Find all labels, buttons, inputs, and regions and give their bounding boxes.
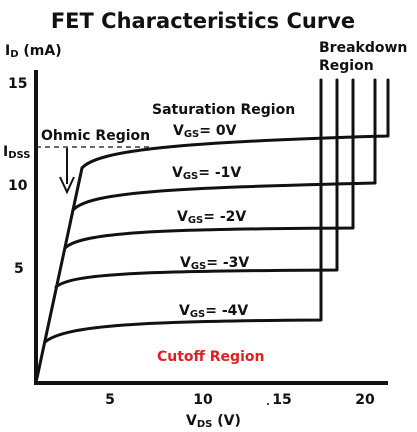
- drain-curve-vgs-3: [54, 78, 339, 289]
- idss-label-sub: DSS: [8, 150, 30, 161]
- y-axis-label-unit: (mA): [19, 43, 62, 59]
- breakdown-region-label-line2: Region: [319, 58, 374, 74]
- curve-label-vgs-4: VGS= -4V: [179, 303, 248, 320]
- ohmic-boundary-line: [35, 166, 84, 380]
- saturation-region-label: Saturation Region: [152, 102, 295, 118]
- idss-label: IDSS: [3, 144, 30, 161]
- y-axis-label-sub: D: [10, 49, 18, 60]
- y-axis-label-main: I: [5, 43, 10, 59]
- breakdown-region-label-line1: Breakdown: [319, 40, 407, 56]
- stray-dot: [267, 403, 269, 405]
- ohmic-arrow-head: [59, 176, 75, 195]
- drain-curve-vgs-1: [71, 78, 377, 212]
- x-axis-label: VDS (V): [186, 413, 241, 430]
- x-tick-10: 10: [193, 392, 213, 408]
- drain-curve-vgs-0: [80, 78, 390, 170]
- axes: [34, 70, 388, 385]
- curve-label-vgs-1: VGS= -1V: [172, 165, 241, 182]
- drain-curve-vgs-4: [43, 78, 323, 344]
- diagram-title: FET Characteristics Curve: [51, 9, 355, 33]
- curve-label-vgs-2: VGS= -2V: [177, 209, 246, 226]
- x-axis-label-unit: (V): [212, 413, 241, 429]
- x-axis-label-main: V: [186, 413, 197, 429]
- y-tick-15: 15: [8, 76, 27, 92]
- curve-label-vgs-3: VGS= -3V: [180, 255, 249, 272]
- cutoff-region-label: Cutoff Region: [157, 349, 264, 365]
- y-axis-label: ID (mA): [5, 43, 62, 60]
- idss-label-main: I: [3, 144, 8, 160]
- x-tick-5: 5: [105, 392, 115, 408]
- y-tick-10: 10: [8, 178, 28, 194]
- ohmic-region-label: Ohmic Region: [41, 128, 150, 144]
- x-tick-15: 15: [272, 392, 291, 408]
- y-tick-5: 5: [14, 261, 24, 277]
- x-axis-label-sub: DS: [197, 419, 213, 430]
- drain-curve-vgs-2: [63, 78, 355, 250]
- curve-label-vgs-0: VGS= 0V: [173, 123, 237, 140]
- x-tick-20: 20: [355, 392, 375, 408]
